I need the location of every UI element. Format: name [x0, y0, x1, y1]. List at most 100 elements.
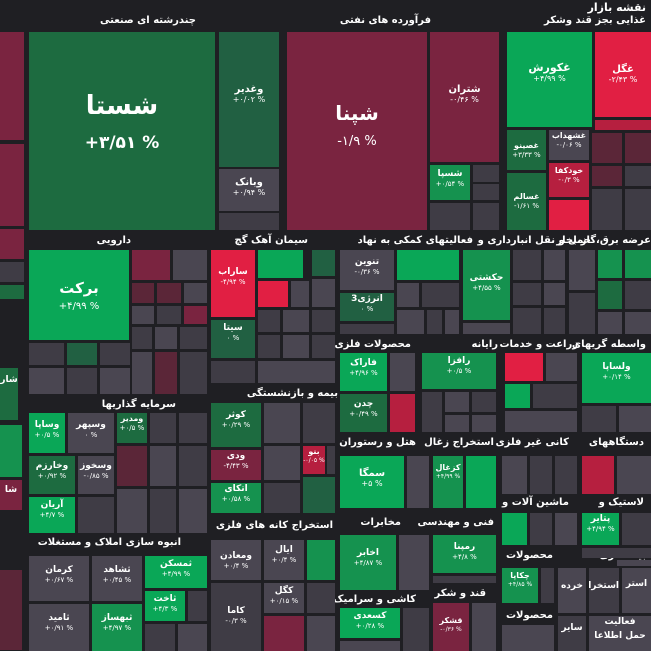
tile-chakapa[interactable]: چکاپا % ۴/۸۵+ — [502, 568, 538, 603]
tile-sashahed[interactable]: ثشاهد % ۰/۴۵+ — [92, 556, 142, 601]
tile-block[interactable] — [473, 203, 499, 230]
tile-block[interactable] — [625, 133, 651, 163]
tile-kzoghal[interactable]: کزغال % ۴/۹۹+ — [433, 456, 463, 508]
tile-block[interactable] — [312, 250, 335, 276]
tile-sabahsaz[interactable]: ثبهساز % ۴/۹۷+ — [92, 604, 142, 651]
tile-block[interactable]: خرده — [558, 568, 586, 613]
tile-kerman[interactable]: کرمان % ۰/۶۷+ — [29, 556, 89, 601]
tile-akhaber[interactable]: اخابر % ۴/۸۷+ — [340, 535, 396, 590]
tile-block[interactable] — [502, 513, 527, 545]
tile-block[interactable] — [397, 310, 424, 334]
tile-block[interactable] — [430, 203, 470, 230]
tile-block[interactable] — [0, 570, 22, 650]
tile-block[interactable] — [472, 392, 496, 412]
tile-block[interactable] — [541, 568, 554, 603]
tile-block[interactable] — [555, 456, 577, 494]
tile-khodkafa[interactable]: خودکفا % ۰/۳- — [549, 163, 589, 197]
tile-arian[interactable]: آریان % ۴/۷+ — [29, 497, 75, 533]
tile-block[interactable] — [445, 310, 459, 334]
tile-block[interactable] — [472, 603, 496, 651]
tile-block[interactable] — [555, 513, 577, 545]
tile-block[interactable] — [466, 456, 496, 508]
tile-block[interactable] — [78, 497, 114, 533]
tile-block[interactable] — [157, 306, 181, 324]
tile-block[interactable] — [445, 415, 469, 432]
tile-block[interactable] — [188, 591, 207, 621]
tile-block[interactable] — [258, 310, 280, 332]
tile-block[interactable] — [598, 250, 622, 278]
tile-block[interactable] — [173, 250, 207, 280]
tile-block[interactable] — [622, 513, 651, 545]
tile-tanvin[interactable]: تنوین % ۰/۳۶- — [340, 250, 394, 290]
tile-block[interactable] — [155, 352, 177, 394]
tile-valsapa[interactable]: ولساپا % ۰/۱۴+ — [582, 353, 651, 403]
tile-block[interactable] — [150, 413, 176, 443]
tile-block[interactable] — [283, 310, 309, 332]
tile-block[interactable] — [472, 415, 496, 432]
tile-ghkoroosh[interactable]: غکورش % ۴/۹۹+ — [507, 32, 592, 127]
tile-block[interactable] — [463, 323, 510, 334]
tile-vsepehr[interactable]: وسپهر % ۰ — [68, 413, 114, 453]
tile-block[interactable] — [150, 446, 176, 486]
tile-block[interactable] — [145, 624, 175, 651]
tile-block[interactable] — [211, 361, 255, 383]
tile-vskhuz[interactable]: وسخوز % ۰/۸۵- — [78, 456, 114, 494]
tile-block[interactable] — [582, 406, 616, 432]
tile-bonu[interactable]: بنو % ۰/۰۵- — [303, 446, 325, 474]
tile-block[interactable] — [67, 343, 97, 365]
tile-block[interactable] — [544, 308, 565, 334]
tile-block[interactable]: استخرا — [589, 568, 619, 613]
tile-block[interactable] — [180, 327, 207, 349]
tile-block[interactable] — [67, 368, 97, 394]
tile-kamma[interactable]: کاما % ۰/۳- — [211, 583, 261, 651]
tile-block[interactable] — [595, 120, 651, 130]
tile-vsapa[interactable]: وساپا % ۰/۵+ — [29, 413, 65, 453]
tile-block[interactable] — [258, 361, 335, 383]
tile-kasadi[interactable]: کسعدی % ۰/۲۸+ — [340, 608, 400, 638]
tile-block[interactable] — [617, 456, 651, 494]
tile-block[interactable] — [473, 184, 499, 200]
tile-block[interactable] — [582, 548, 651, 558]
tile-block[interactable] — [625, 250, 651, 278]
tile-block[interactable] — [592, 166, 622, 186]
tile-ghgol[interactable]: غگل % ۲/۴۳- — [595, 32, 651, 117]
tile-block[interactable] — [179, 489, 207, 533]
tile-block[interactable] — [180, 352, 207, 394]
tile-block[interactable] — [0, 285, 24, 299]
tile-block[interactable] — [617, 560, 651, 566]
tile-kgol[interactable]: کگل % ۰/۱۵+ — [264, 583, 304, 613]
tile-block[interactable] — [625, 281, 651, 309]
tile-sha[interactable]: شا — [0, 480, 22, 510]
tile-vghadir[interactable]: وغدیر % ۰/۰۲+ — [219, 32, 279, 167]
tile-farak[interactable]: فاراک % ۴/۹۶+ — [340, 353, 387, 391]
tile-block[interactable] — [0, 32, 24, 140]
tile-block[interactable] — [258, 250, 303, 278]
tile-sakht[interactable]: ثاخت % ۴/۳+ — [145, 591, 185, 621]
tile-barkat[interactable]: برکت % ۴/۹۹+ — [29, 250, 129, 340]
tile-block[interactable] — [433, 576, 496, 583]
tile-block[interactable] — [117, 489, 147, 533]
tile-block[interactable] — [178, 624, 207, 651]
tile-block[interactable] — [473, 165, 499, 182]
tile-block[interactable] — [530, 513, 552, 545]
tile-block[interactable] — [312, 310, 335, 332]
tile-block[interactable] — [291, 281, 309, 307]
tile-block[interactable] — [0, 144, 24, 226]
tile-block[interactable] — [502, 625, 554, 651]
tile-block[interactable] — [546, 353, 577, 381]
tile-block[interactable] — [132, 283, 154, 303]
tile-block[interactable] — [264, 616, 304, 651]
tile-block[interactable] — [312, 335, 335, 358]
tile-block[interactable] — [29, 343, 64, 365]
tile-block[interactable] — [505, 384, 530, 408]
tile-block[interactable] — [445, 392, 469, 412]
tile-ghsalem[interactable]: غسالم % ۱/۶۱- — [507, 173, 546, 230]
tile-block[interactable] — [132, 250, 170, 280]
tile-block[interactable] — [303, 403, 335, 443]
tile-block[interactable] — [150, 489, 176, 533]
tile-block[interactable] — [544, 250, 565, 280]
tile-block[interactable] — [399, 535, 429, 590]
tile-ghshekar[interactable]: قشکر % ۰/۳۶- — [433, 603, 469, 651]
tile-vkharazm[interactable]: وخارزم % ۰/۹۲+ — [29, 456, 75, 494]
tile-block[interactable] — [407, 456, 429, 508]
